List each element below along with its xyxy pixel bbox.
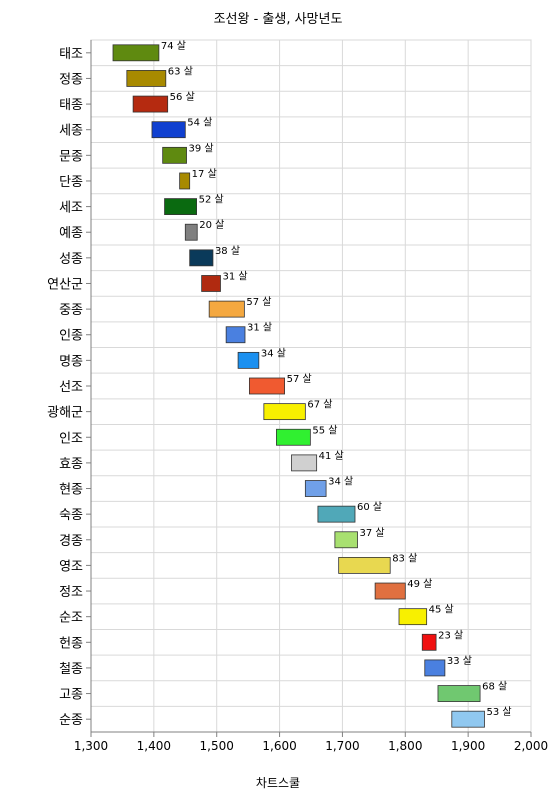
data-label: 74 살 (161, 40, 186, 52)
bar (291, 454, 318, 472)
data-label: 41 살 (319, 450, 344, 462)
category-label: 문종 (59, 149, 83, 164)
bar (317, 505, 356, 523)
x-tick-label: 1,500 (200, 739, 234, 753)
bar (248, 377, 285, 395)
category-label: 헌종 (59, 636, 83, 651)
data-label: 63 살 (168, 65, 193, 77)
bar (162, 146, 187, 164)
data-label: 53 살 (486, 706, 511, 718)
x-tick-label: 2,000 (514, 739, 548, 753)
data-label: 33 살 (447, 655, 472, 667)
data-label: 57 살 (246, 296, 271, 308)
data-label: 49 살 (407, 578, 432, 590)
bar (201, 275, 221, 292)
bar (225, 326, 246, 344)
plot-area (90, 39, 532, 733)
x-axis-label: 차트스쿨 (255, 776, 301, 790)
category-label: 인종 (59, 329, 83, 344)
bar (338, 557, 391, 574)
category-label: 세종 (59, 124, 83, 139)
bar (184, 223, 198, 241)
data-label: 56 살 (170, 91, 195, 103)
x-tick-label: 1,300 (74, 739, 108, 753)
bar (263, 403, 306, 421)
bar (237, 351, 260, 369)
bar (151, 121, 186, 139)
bar (126, 70, 167, 87)
data-label: 67 살 (307, 399, 332, 411)
bar (398, 608, 428, 626)
category-label: 정종 (59, 72, 83, 87)
data-label: 68 살 (482, 681, 507, 693)
data-label: 52 살 (199, 194, 224, 206)
bar (179, 172, 191, 190)
bar (304, 480, 327, 497)
x-tick-label: 1,400 (137, 739, 171, 753)
category-label: 태종 (59, 98, 83, 113)
category-label: 철종 (59, 662, 83, 677)
category-label: 광해군 (47, 406, 83, 421)
category-label: 고종 (59, 688, 83, 703)
data-label: 20 살 (199, 219, 224, 231)
category-label: 효종 (59, 457, 83, 472)
bar (189, 249, 214, 267)
data-label: 83 살 (392, 552, 417, 564)
category-label: 정조 (59, 585, 83, 600)
data-label: 38 살 (215, 245, 240, 257)
category-label: 명종 (59, 354, 83, 369)
data-label: 23 살 (438, 629, 463, 641)
data-label: 57 살 (287, 373, 312, 385)
chart-title: 조선왕 - 출생, 사망년도 (213, 12, 343, 27)
bar (451, 710, 485, 728)
category-label: 연산군 (47, 277, 83, 292)
bar (112, 44, 160, 62)
category-label: 순조 (59, 611, 83, 626)
x-tick-label: 1,600 (262, 739, 296, 753)
category-label: 현종 (59, 483, 83, 498)
x-tick-label: 1,800 (388, 739, 422, 753)
data-label: 34 살 (328, 476, 353, 488)
x-tick-label: 1,700 (325, 739, 359, 753)
bar (421, 633, 437, 651)
category-label: 영조 (59, 559, 83, 574)
data-label: 45 살 (429, 604, 454, 616)
bar (164, 198, 198, 215)
data-label: 60 살 (357, 501, 382, 513)
bar (374, 582, 406, 600)
category-label: 태조 (59, 47, 83, 62)
x-tick-label: 1,900 (451, 739, 485, 753)
category-label: 성종 (59, 252, 83, 267)
category-label: 숙종 (59, 508, 83, 523)
category-label: 순종 (59, 713, 83, 728)
category-label: 선조 (59, 380, 83, 395)
bar (208, 300, 245, 318)
category-label: 중종 (59, 303, 83, 318)
category-label: 경종 (59, 534, 83, 549)
bar (437, 685, 481, 702)
data-label: 54 살 (187, 117, 212, 129)
category-label: 단종 (59, 175, 83, 190)
bar (132, 95, 169, 113)
bar (334, 531, 358, 549)
data-label: 55 살 (312, 424, 337, 436)
data-label: 31 살 (247, 322, 272, 334)
bar (424, 659, 446, 677)
data-label: 34 살 (261, 347, 286, 359)
category-label: 인조 (59, 431, 83, 446)
data-label: 39 살 (189, 142, 214, 154)
data-label: 17 살 (192, 168, 217, 180)
data-label: 31 살 (222, 270, 247, 282)
category-label: 예종 (59, 226, 83, 241)
data-label: 37 살 (360, 527, 385, 539)
bar (276, 428, 311, 446)
category-label: 세조 (59, 201, 83, 216)
